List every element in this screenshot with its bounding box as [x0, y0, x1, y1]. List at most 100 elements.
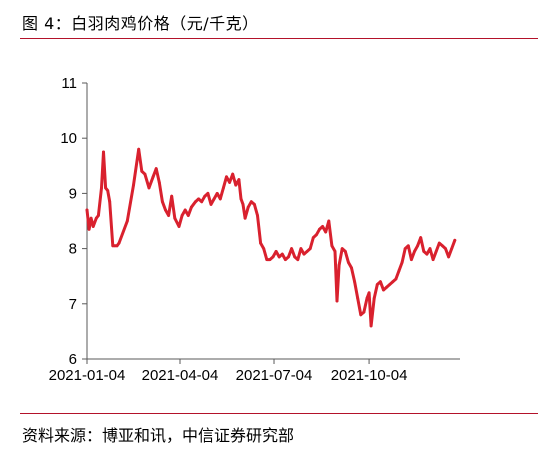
data-point: [111, 244, 115, 248]
data-point: [441, 244, 444, 248]
data-point: [284, 258, 287, 261]
x-tick-label: 2021-10-04: [331, 367, 408, 384]
data-point: [277, 255, 281, 259]
data-point: [330, 244, 334, 248]
data-point: [151, 175, 155, 179]
data-point: [400, 261, 404, 264]
data-point: [259, 241, 262, 245]
data-point: [113, 244, 117, 248]
data-point: [170, 194, 174, 198]
data-point: [333, 250, 337, 253]
data-point: [290, 247, 293, 251]
figure-source: 资料来源：博亚和讯，中信证券研究部: [22, 426, 295, 445]
data-point: [382, 288, 385, 292]
x-tick-label: 2021-01-04: [49, 367, 126, 384]
data-point: [391, 280, 395, 284]
data-point: [311, 236, 315, 240]
data-point: [215, 192, 219, 195]
data-point: [164, 208, 167, 212]
data-point: [397, 269, 401, 273]
data-point: [94, 216, 98, 220]
data-point: [379, 280, 382, 284]
data-point: [106, 189, 110, 193]
data-point: [200, 200, 204, 204]
data-point: [410, 258, 413, 261]
series-points: [85, 147, 457, 328]
data-point: [431, 258, 435, 261]
title-rule: [20, 38, 538, 39]
data-point: [353, 280, 356, 284]
data-point: [249, 200, 253, 204]
data-point: [246, 205, 250, 209]
data-point: [115, 244, 119, 248]
data-point: [274, 250, 278, 253]
data-point: [177, 225, 181, 228]
data-point: [308, 247, 312, 251]
data-point: [268, 258, 272, 261]
figure-title: 图 4：白羽肉鸡价格（元/千克）: [22, 14, 259, 33]
data-point: [132, 183, 135, 187]
data-point: [447, 255, 450, 259]
data-point: [222, 186, 225, 190]
data-point: [140, 169, 144, 173]
data-point: [350, 266, 353, 270]
data-point: [173, 216, 177, 220]
y-tick-label: 10: [60, 130, 77, 147]
data-point: [241, 203, 245, 206]
x-tick-label: 2021-07-04: [236, 367, 313, 384]
data-point: [147, 186, 151, 190]
data-point: [194, 200, 197, 204]
data-point: [335, 299, 339, 303]
data-point: [324, 230, 328, 234]
data-point: [253, 203, 256, 206]
y-tick-label: 11: [61, 75, 77, 92]
data-point: [197, 197, 201, 201]
data-point: [434, 250, 438, 253]
data-point: [321, 225, 324, 228]
data-point: [287, 255, 290, 259]
data-point: [206, 192, 210, 195]
data-point: [280, 252, 284, 256]
data-point: [347, 261, 350, 264]
data-point: [104, 186, 107, 190]
data-point: [180, 214, 184, 217]
data-point: [87, 227, 91, 231]
data-point: [367, 291, 371, 295]
data-point: [117, 241, 121, 245]
data-point: [315, 233, 318, 237]
data-point: [203, 194, 207, 198]
y-tick-label: 8: [69, 241, 77, 258]
data-point: [85, 208, 89, 212]
data-point: [225, 175, 228, 179]
y-tick-label: 9: [69, 185, 77, 202]
data-point: [293, 255, 297, 259]
data-point: [167, 214, 171, 217]
source-rule: [20, 413, 538, 414]
data-point: [209, 203, 213, 206]
data-point: [237, 178, 241, 182]
data-point: [91, 225, 95, 228]
data-point: [406, 244, 410, 248]
data-point: [102, 150, 105, 154]
data-point: [327, 219, 331, 223]
data-point: [154, 167, 158, 171]
data-point: [422, 250, 426, 253]
data-point: [125, 219, 129, 223]
data-point: [299, 247, 303, 251]
price-series-line: [85, 147, 457, 328]
data-point: [343, 250, 347, 253]
data-point: [262, 247, 266, 251]
data-point: [239, 197, 243, 201]
data-point: [365, 296, 369, 300]
data-point: [444, 247, 447, 251]
data-point: [243, 216, 247, 220]
data-point: [89, 216, 93, 220]
data-point: [305, 250, 309, 253]
y-axis-ticks: 6 7 8 9 10 11: [60, 75, 87, 368]
data-point: [161, 200, 164, 204]
data-point: [385, 285, 388, 289]
data-point: [296, 258, 300, 261]
data-point: [337, 263, 341, 267]
data-point: [137, 147, 141, 151]
